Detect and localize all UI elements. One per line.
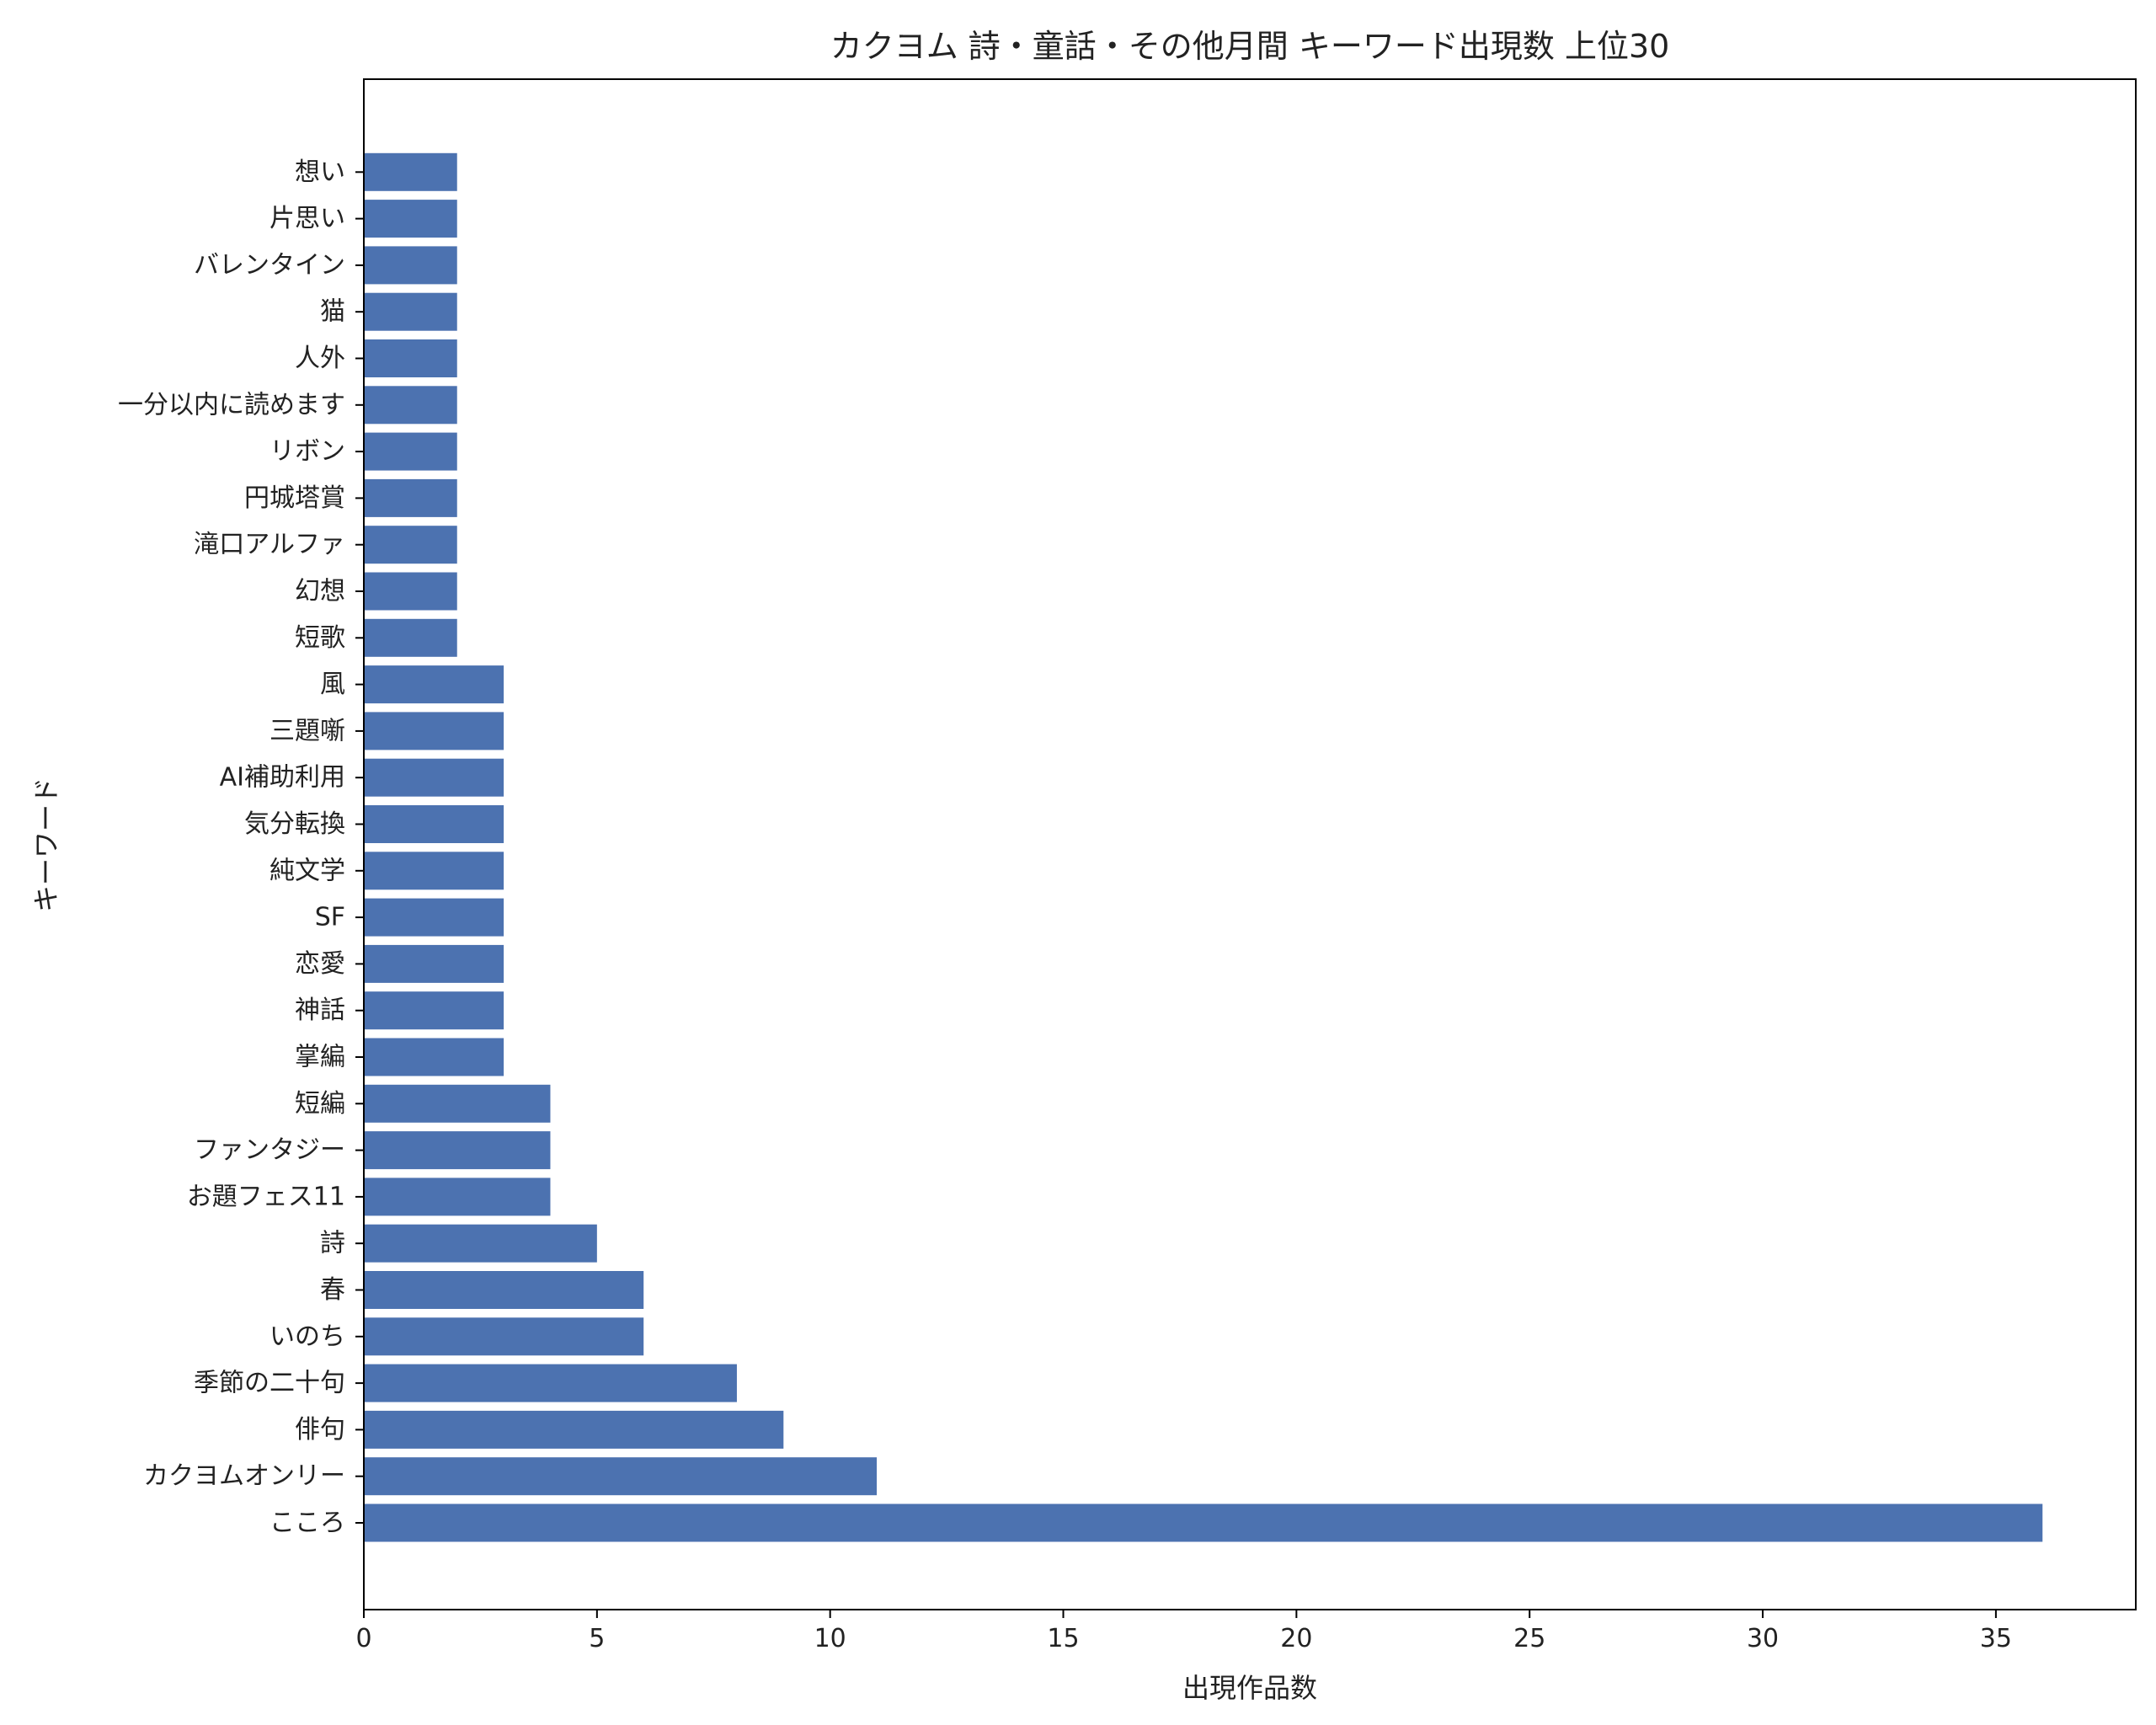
bar-16 — [364, 758, 504, 797]
y-tick-label: ファンタジー — [194, 1135, 345, 1165]
bar-24 — [364, 386, 457, 425]
y-tick-label: SF — [315, 903, 345, 932]
bar-8 — [364, 1131, 551, 1170]
y-tick-label: 三題噺 — [270, 716, 345, 745]
y-tick-label: 春 — [320, 1275, 345, 1305]
bar-25 — [364, 339, 457, 377]
y-tick-label: 恋愛 — [295, 949, 345, 979]
y-tick-label: リボン — [270, 437, 345, 467]
y-tick-label: 神話 — [295, 996, 345, 1025]
y-tick-label: バレンタイン — [194, 250, 345, 280]
x-tick-label: 30 — [1747, 1624, 1779, 1653]
y-tick-label: 純文学 — [270, 856, 345, 885]
y-tick-label: 掌編 — [295, 1043, 345, 1072]
bar-17 — [364, 712, 504, 750]
y-tick-label: こころ — [270, 1509, 345, 1538]
bar-0 — [364, 1503, 2043, 1542]
y-tick-label: 気分転換 — [244, 809, 345, 839]
y-tick-label: 人外 — [295, 344, 345, 373]
y-tick-label: 想い — [295, 158, 345, 187]
y-tick-label: 片思い — [270, 204, 345, 233]
bar-21 — [364, 526, 457, 564]
x-axis-ticks: 0 5 10 15 20 25 30 35 — [355, 1610, 2012, 1653]
y-tick-label: 猫 — [320, 297, 345, 327]
bar-1 — [364, 1457, 878, 1496]
y-tick-label: AI補助利用 — [220, 763, 345, 793]
chart-title: カクヨム 詩・童話・その他月間 キーワード出現数 上位30 — [830, 28, 1670, 65]
y-axis-ticks: こころ カクヨムオンリー 俳句 季節の二十句 いのち 春詩 お題フェス11 ファンタジー 短編 掌… — [118, 158, 364, 1538]
y-axis-label: キーワード — [30, 777, 62, 912]
bar-11 — [364, 991, 504, 1030]
y-tick-label: 詩 — [320, 1229, 345, 1258]
bar-14 — [364, 852, 504, 890]
bar-7 — [364, 1178, 551, 1216]
bar-4 — [364, 1317, 644, 1356]
bar-15 — [364, 805, 504, 843]
y-tick-label: 滝口アルファ — [194, 530, 345, 559]
y-tick-label: いのち — [270, 1322, 345, 1351]
plot-frame — [363, 78, 2137, 1610]
y-tick-label: 短歌 — [295, 623, 345, 653]
x-tick-label: 25 — [1513, 1624, 1545, 1653]
bar-20 — [364, 572, 457, 611]
bar-28 — [364, 200, 457, 238]
y-tick-label: 風 — [320, 670, 345, 699]
bar-19 — [364, 618, 457, 657]
x-tick-label: 5 — [589, 1624, 605, 1653]
bar-9 — [364, 1084, 551, 1123]
x-tick-label: 10 — [814, 1624, 846, 1653]
bar-27 — [364, 246, 457, 285]
bar-29 — [364, 152, 457, 191]
x-tick-label: 35 — [1980, 1624, 2012, 1653]
bar-23 — [364, 432, 457, 471]
bar-22 — [364, 478, 457, 517]
x-tick-label: 20 — [1280, 1624, 1312, 1653]
bar-26 — [364, 292, 457, 331]
y-tick-label: 俳句 — [295, 1415, 345, 1445]
bar-13 — [364, 898, 504, 937]
y-tick-label: 円城塔賞 — [244, 483, 345, 513]
bar-3 — [364, 1364, 737, 1402]
bar-6 — [364, 1224, 597, 1263]
y-tick-label: 季節の二十句 — [194, 1369, 345, 1398]
bar-10 — [364, 1038, 504, 1076]
y-tick-label: 短編 — [295, 1089, 345, 1119]
x-tick-label: 15 — [1047, 1624, 1079, 1653]
bars-group — [364, 152, 2043, 1542]
bar-18 — [364, 665, 504, 704]
y-tick-label: お題フェス11 — [187, 1182, 345, 1211]
y-tick-label: 一分以内に読めます — [118, 390, 345, 419]
bar-2 — [364, 1410, 784, 1449]
bar-5 — [364, 1271, 644, 1309]
bar-12 — [364, 944, 504, 983]
y-tick-label: 幻想 — [295, 577, 345, 606]
x-axis-label: 出現作品数 — [1182, 1672, 1317, 1704]
x-tick-label: 0 — [355, 1624, 371, 1653]
y-tick-label: カクヨムオンリー — [143, 1461, 345, 1491]
